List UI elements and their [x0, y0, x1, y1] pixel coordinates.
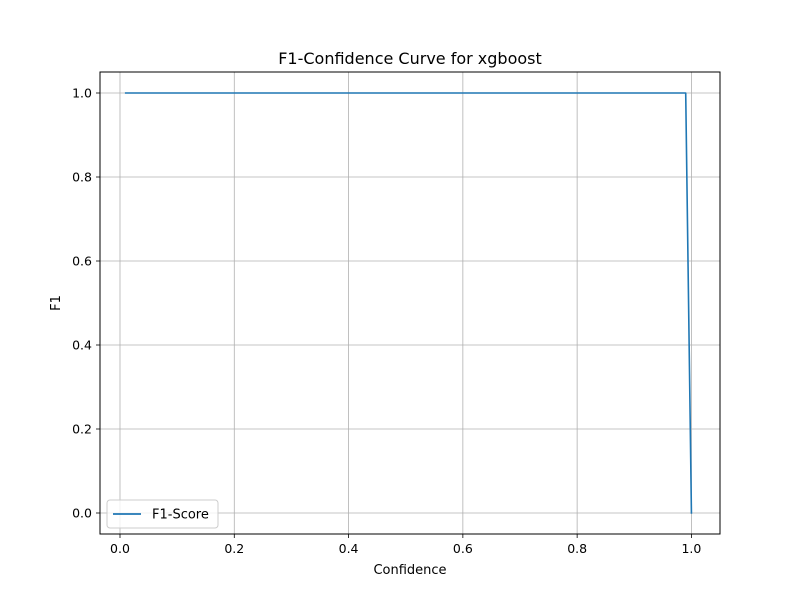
x-axis-label: Confidence — [373, 563, 446, 578]
y-tick-label: 0.2 — [72, 422, 92, 437]
y-tick-label: 0.0 — [72, 506, 92, 521]
y-tick-label: 0.6 — [72, 254, 92, 269]
chart-title: F1-Confidence Curve for xgboost — [278, 49, 542, 68]
x-tick-label: 0.0 — [110, 541, 130, 556]
y-tick-label: 0.4 — [72, 338, 92, 353]
x-tick-label: 1.0 — [681, 541, 701, 556]
x-tick-label: 0.6 — [453, 541, 473, 556]
grid-lines — [100, 72, 720, 534]
y-axis-label: F1 — [49, 295, 64, 311]
series-lines — [124, 92, 693, 514]
legend-box — [106, 499, 219, 529]
axis-ticks: 0.0 0.2 0.4 0.6 0.8 1.0 0.0 0.2 0.4 0.6 0.8 1.0 — [72, 86, 701, 557]
x-tick-label: 0.4 — [339, 541, 359, 556]
legend: F1-Score — [106, 499, 219, 529]
plot-frame — [99, 71, 721, 535]
x-tick-label: 0.8 — [567, 541, 587, 556]
y-tick-label: 1.0 — [72, 86, 92, 101]
x-tick-label: 0.2 — [224, 541, 244, 556]
y-tick-label: 0.8 — [72, 170, 92, 185]
legend-label-f1-score: F1-Score — [152, 508, 209, 523]
series-line-f1-score — [124, 92, 693, 514]
